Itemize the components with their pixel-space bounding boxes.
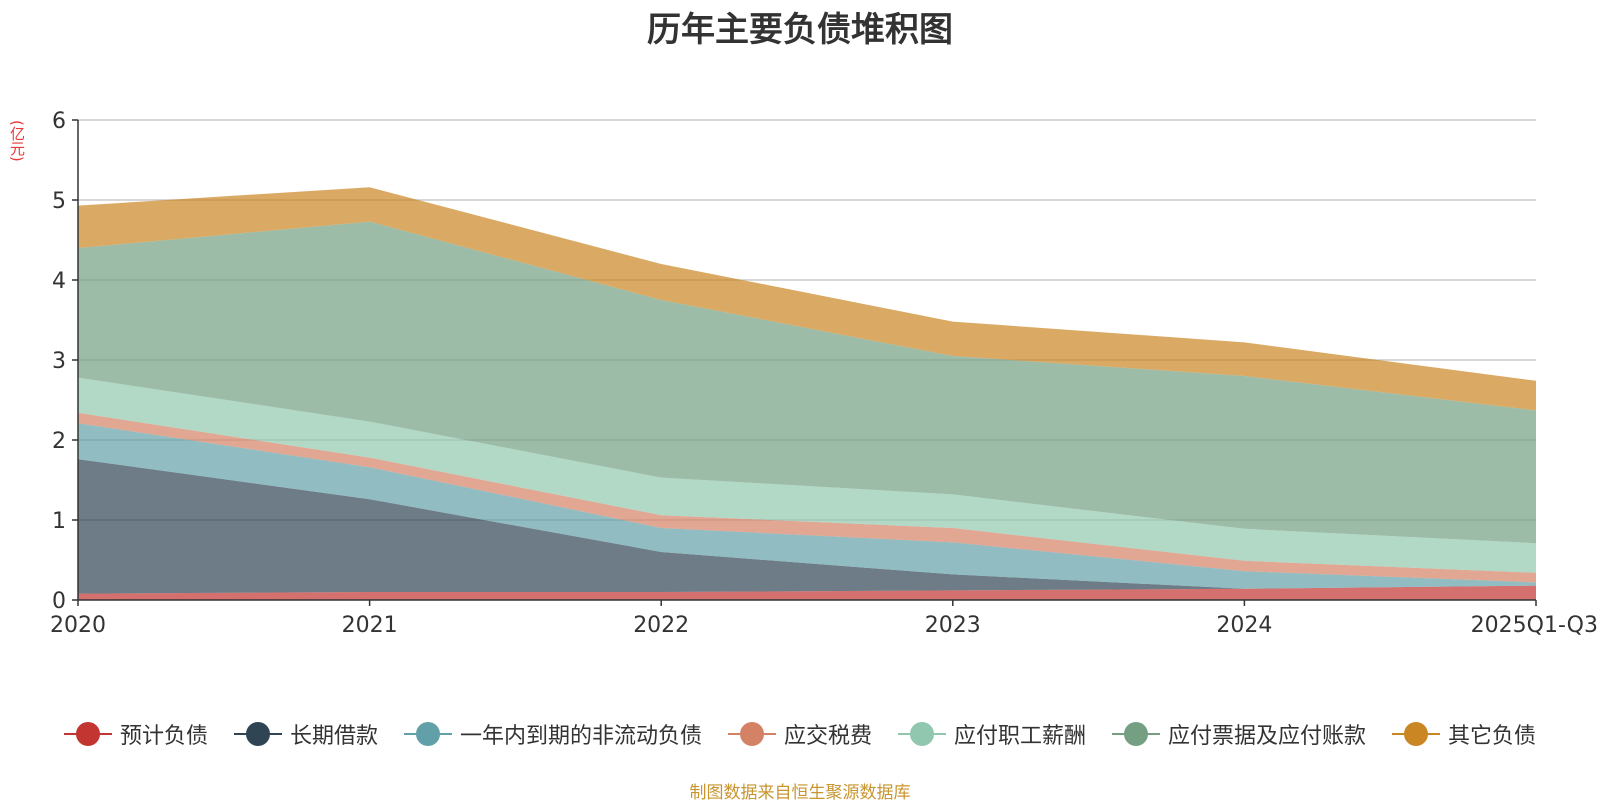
y-tick-label: 3 bbox=[52, 349, 66, 374]
legend-item[interactable]: 应交税费 bbox=[728, 718, 872, 750]
legend-label: 长期借款 bbox=[290, 718, 378, 750]
legend-item[interactable]: 长期借款 bbox=[234, 718, 378, 750]
legend-label: 应交税费 bbox=[784, 718, 872, 750]
legend-marker-icon bbox=[728, 722, 776, 746]
legend-marker-icon bbox=[404, 722, 452, 746]
legend-label: 应付职工薪酬 bbox=[954, 718, 1086, 750]
x-tick-label: 2024 bbox=[1216, 613, 1272, 638]
legend-item[interactable]: 一年内到期的非流动负债 bbox=[404, 718, 702, 750]
legend-label: 应付票据及应付账款 bbox=[1168, 718, 1366, 750]
y-tick-label: 4 bbox=[52, 269, 66, 294]
legend-marker-icon bbox=[64, 722, 112, 746]
legend-item[interactable]: 应付票据及应付账款 bbox=[1112, 718, 1366, 750]
legend: 预计负债 长期借款 一年内到期的非流动负债 应交税费 应付职工薪酬 应付票据及应付账款 其它… bbox=[0, 718, 1600, 750]
x-tick-label: 2025Q1-Q3 bbox=[1471, 613, 1598, 638]
legend-item[interactable]: 应付职工薪酬 bbox=[898, 718, 1086, 750]
stacked-area-chart: 0 1 2 3 4 5 6 2020 2021 2022 2023 2024 2025Q1-Q3 bbox=[0, 0, 1600, 700]
x-tick-label: 2021 bbox=[342, 613, 398, 638]
y-tick-label: 0 bbox=[52, 589, 66, 614]
x-tick-label: 2023 bbox=[925, 613, 981, 638]
legend-item[interactable]: 预计负债 bbox=[64, 718, 208, 750]
y-tick-label: 1 bbox=[52, 509, 66, 534]
legend-label: 其它负债 bbox=[1448, 718, 1536, 750]
area-series bbox=[78, 187, 1536, 600]
x-tick-label: 2022 bbox=[633, 613, 689, 638]
y-tick-label: 2 bbox=[52, 429, 66, 454]
y-tick-label: 6 bbox=[52, 109, 66, 134]
legend-marker-icon bbox=[234, 722, 282, 746]
legend-item[interactable]: 其它负债 bbox=[1392, 718, 1536, 750]
source-note: 制图数据来自恒生聚源数据库 bbox=[0, 778, 1600, 803]
legend-marker-icon bbox=[1392, 722, 1440, 746]
legend-label: 预计负债 bbox=[120, 718, 208, 750]
legend-label: 一年内到期的非流动负债 bbox=[460, 718, 702, 750]
legend-marker-icon bbox=[898, 722, 946, 746]
y-tick-label: 5 bbox=[52, 189, 66, 214]
legend-marker-icon bbox=[1112, 722, 1160, 746]
x-tick-label: 2020 bbox=[50, 613, 106, 638]
